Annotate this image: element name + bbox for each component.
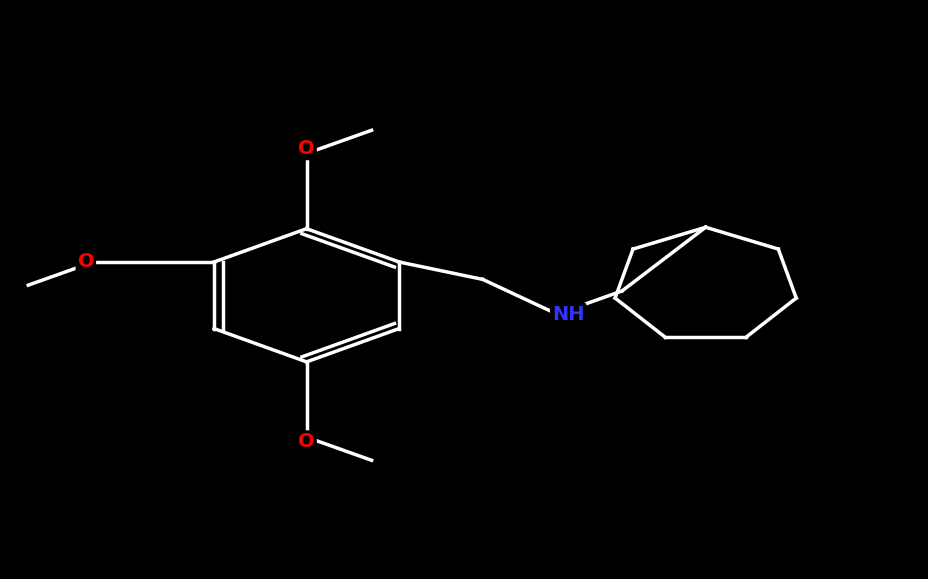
Text: O: O xyxy=(298,140,315,158)
Text: O: O xyxy=(298,433,315,451)
Text: O: O xyxy=(77,252,94,272)
Text: NH: NH xyxy=(551,305,584,324)
